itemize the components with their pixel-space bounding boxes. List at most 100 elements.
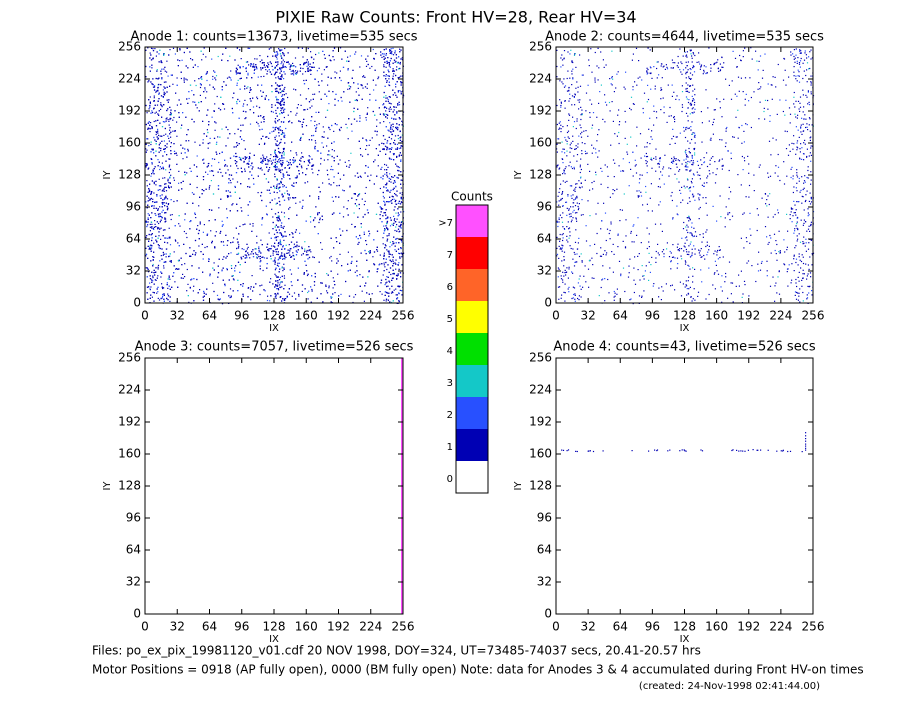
count-pixel — [238, 233, 240, 235]
count-pixel — [393, 70, 395, 72]
count-pixel — [218, 258, 220, 260]
count-pixel — [206, 79, 208, 82]
count-pixel — [261, 244, 263, 246]
count-pixel — [202, 120, 204, 122]
count-pixel — [157, 264, 160, 266]
count-pixel — [193, 121, 195, 123]
count-pixel — [388, 71, 390, 73]
count-pixel — [251, 174, 253, 176]
count-pixel — [271, 163, 273, 165]
count-pixel — [388, 84, 390, 86]
count-pixel — [296, 241, 298, 243]
count-pixel — [239, 197, 241, 199]
count-pixel — [399, 139, 401, 141]
count-pixel — [400, 247, 402, 249]
count-pixel — [281, 90, 283, 92]
count-pixel — [249, 157, 251, 160]
count-pixel — [385, 261, 387, 264]
count-pixel — [310, 51, 312, 53]
count-pixel — [303, 109, 305, 111]
count-pixel — [316, 124, 318, 126]
count-pixel — [397, 264, 399, 266]
count-pixel — [288, 218, 290, 220]
count-pixel — [309, 63, 311, 65]
count-pixel — [267, 161, 269, 163]
count-pixel — [276, 115, 278, 117]
count-pixel — [397, 138, 399, 140]
count-pixel — [298, 245, 300, 247]
count-pixel — [189, 228, 191, 230]
count-pixel — [397, 61, 399, 63]
count-pixel — [147, 122, 149, 124]
count-pixel — [349, 185, 351, 187]
count-pixel — [326, 273, 328, 275]
count-pixel — [285, 256, 287, 258]
count-pixel — [153, 100, 155, 102]
count-pixel — [164, 87, 166, 89]
count-pixel — [246, 255, 248, 257]
count-pixel — [275, 268, 277, 270]
count-pixel — [169, 133, 171, 135]
count-pixel — [286, 190, 288, 192]
count-pixel — [396, 294, 398, 296]
count-pixel — [313, 58, 315, 60]
count-pixel — [273, 185, 275, 187]
count-pixel — [247, 186, 249, 188]
count-pixel — [189, 247, 191, 249]
count-pixel — [339, 212, 341, 214]
count-pixel — [279, 257, 282, 259]
count-pixel — [160, 104, 162, 106]
count-pixel — [232, 278, 235, 280]
count-pixel — [182, 112, 184, 114]
count-pixel — [259, 268, 261, 270]
count-pixel — [283, 254, 286, 256]
count-pixel — [392, 196, 394, 198]
count-pixel — [261, 59, 263, 61]
count-pixel — [309, 70, 311, 72]
count-pixel — [150, 193, 152, 195]
count-pixel — [160, 185, 162, 187]
count-pixel — [274, 261, 276, 263]
count-pixel — [283, 94, 285, 96]
count-pixel — [282, 246, 284, 248]
count-pixel — [274, 198, 276, 200]
count-pixel — [396, 155, 398, 158]
count-pixel — [318, 84, 320, 86]
count-pixel — [190, 220, 192, 222]
count-pixel — [369, 252, 371, 254]
count-pixel — [163, 253, 165, 255]
count-pixel — [237, 128, 239, 130]
count-pixel — [260, 157, 262, 160]
count-pixel — [272, 55, 274, 57]
count-pixel — [198, 101, 200, 104]
count-pixel — [232, 275, 234, 277]
count-pixel — [281, 99, 283, 101]
count-pixel — [316, 150, 319, 152]
count-pixel — [202, 271, 204, 273]
count-pixel — [267, 163, 269, 165]
count-pixel — [239, 271, 241, 273]
count-pixel — [379, 122, 381, 124]
count-pixel — [335, 237, 337, 239]
count-pixel — [383, 186, 385, 188]
count-pixel — [247, 47, 249, 49]
count-pixel — [145, 221, 147, 223]
count-pixel — [385, 100, 387, 102]
count-pixel — [363, 204, 365, 206]
count-pixel — [276, 202, 278, 204]
count-pixel — [383, 258, 385, 260]
count-pixel — [193, 164, 195, 166]
count-pixel — [263, 173, 266, 175]
count-pixel — [257, 192, 259, 194]
count-pixel — [205, 293, 207, 295]
count-pixel — [393, 106, 395, 108]
count-pixel — [327, 84, 329, 86]
count-pixel — [386, 238, 389, 240]
count-pixel — [278, 168, 280, 170]
count-pixel — [270, 47, 272, 49]
count-pixel — [277, 85, 279, 87]
count-pixel — [399, 61, 401, 64]
count-pixel — [317, 212, 319, 214]
count-pixel — [158, 98, 160, 100]
count-pixel — [244, 99, 246, 101]
